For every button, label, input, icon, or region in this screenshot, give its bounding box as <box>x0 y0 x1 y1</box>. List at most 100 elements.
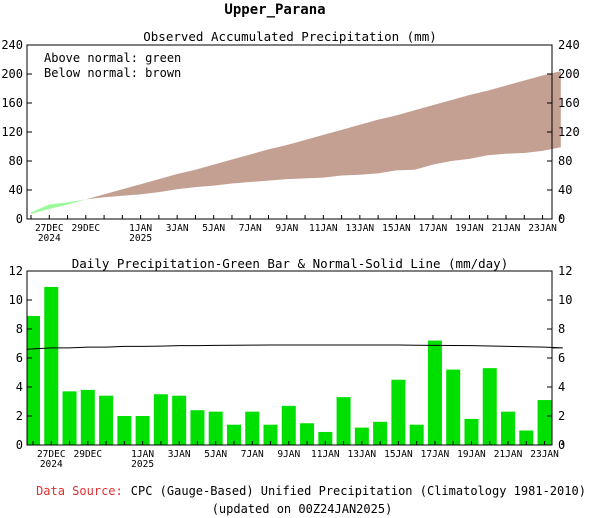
y-tick-label-left: 240 <box>1 38 23 52</box>
daily-bar <box>409 424 424 445</box>
y-tick-label-left: 10 <box>9 293 23 307</box>
x-tick-label: 19JAN <box>455 223 484 234</box>
daily-bar <box>263 424 278 445</box>
daily-bar <box>99 395 114 445</box>
daily-bar <box>44 286 59 445</box>
y-tick-label-left: 0 <box>16 438 23 452</box>
x-tick-label: 15JAN <box>384 449 413 460</box>
x-tick-label: 3JAN <box>166 223 189 234</box>
y-tick-label-right: 120 <box>558 125 580 139</box>
daily-bar <box>281 405 296 445</box>
x-tick-label: 13JAN <box>346 223 375 234</box>
legend-above-normal: Above normal: green <box>44 51 181 65</box>
y-tick-label-right: 80 <box>558 154 572 168</box>
y-tick-label-left: 0 <box>16 212 23 226</box>
x-tick-label: 29DEC <box>74 449 103 460</box>
y-tick-label-left: 40 <box>9 183 23 197</box>
y-tick-label-left: 120 <box>1 125 23 139</box>
daily-bar <box>427 340 442 445</box>
data-source-label: Data Source: <box>36 484 123 498</box>
x-tick-label: 13JAN <box>348 449 377 460</box>
x-tick-label: 5JAN <box>204 449 227 460</box>
daily-bar <box>537 400 552 445</box>
x-tick-label: 11JAN <box>311 449 340 460</box>
accumulated-chart-title: Observed Accumulated Precipitation (mm) <box>143 29 437 44</box>
footer: Data Source: CPC (Gauge-Based) Unified Pr… <box>36 484 586 516</box>
x-tick-label: 23JAN <box>528 223 557 234</box>
daily-precipitation-panel: Daily Precipitation-Green Bar & Normal-S… <box>9 256 573 470</box>
figure-title: Upper_Parana <box>224 2 325 18</box>
accumulated-precipitation-panel: Observed Accumulated Precipitation (mm) … <box>1 29 579 244</box>
daily-bar <box>153 394 168 445</box>
daily-bar <box>135 416 150 445</box>
y-tick-label-right: 12 <box>558 264 572 278</box>
y-tick-label-right: 8 <box>558 322 565 336</box>
daily-bar <box>501 411 516 445</box>
y-tick-label-left: 80 <box>9 154 23 168</box>
daily-bar <box>226 424 241 445</box>
x-tick-label: 11JAN <box>309 223 338 234</box>
y-tick-label-right: 4 <box>558 380 565 394</box>
x-tick-label: 17JAN <box>419 223 448 234</box>
daily-chart-title: Daily Precipitation-Green Bar & Normal-S… <box>72 256 509 271</box>
daily-bar <box>336 397 351 445</box>
daily-plot-area: 0 0 2 2 4 4 6 6 8 8 10 10 12 12 27DEC 2024 29DEC 1JAN 2025… <box>9 264 573 470</box>
above-normal-area <box>31 199 86 214</box>
x-tick-label: 21JAN <box>494 449 523 460</box>
below-normal-area <box>85 71 561 200</box>
daily-bar <box>464 418 479 445</box>
y-tick-label-left: 4 <box>16 380 23 394</box>
data-source-text: CPC (Gauge-Based) Unified Precipitation … <box>131 484 586 498</box>
x-tick-label: 19JAN <box>457 449 486 460</box>
daily-bar <box>482 368 497 445</box>
x-tick-label: 21JAN <box>492 223 521 234</box>
x-tick-label: 7JAN <box>241 449 264 460</box>
daily-bar <box>190 410 205 445</box>
y-tick-label-left: 2 <box>16 409 23 423</box>
y-tick-label-right: 0 <box>558 438 565 452</box>
x-tick-label: 27DEC 2024 <box>37 449 66 470</box>
y-tick-label-right: 10 <box>558 293 572 307</box>
y-tick-label-right: 200 <box>558 67 580 81</box>
y-tick-label-left: 6 <box>16 351 23 365</box>
daily-bar <box>27 315 40 445</box>
x-tick-label: 27DEC 2024 <box>35 223 64 244</box>
x-tick-label: 9JAN <box>277 449 300 460</box>
x-tick-label: 1JAN 2025 <box>131 449 154 470</box>
x-tick-label: 1JAN 2025 <box>129 223 152 244</box>
daily-bar <box>519 430 534 445</box>
daily-bar <box>62 391 77 445</box>
y-tick-label-left: 200 <box>1 67 23 81</box>
daily-bar <box>245 411 260 445</box>
daily-bar <box>117 416 132 445</box>
x-tick-label: 5JAN <box>202 223 225 234</box>
y-tick-label-right: 160 <box>558 96 580 110</box>
y-tick-label-left: 160 <box>1 96 23 110</box>
legend-below-normal: Below normal: brown <box>44 66 181 80</box>
y-tick-label-right: 240 <box>558 38 580 52</box>
normal-line <box>26 344 563 350</box>
x-tick-label: 9JAN <box>275 223 298 234</box>
x-tick-label: 7JAN <box>239 223 262 234</box>
x-tick-label: 3JAN <box>168 449 191 460</box>
daily-bar <box>208 411 223 445</box>
accumulated-plot-area: 0 0 40 40 80 80 120 120 160 160 200 200 240 240 27DEC 2… <box>1 38 579 244</box>
y-tick-label-left: 12 <box>9 264 23 278</box>
daily-bar <box>354 427 369 445</box>
y-tick-label-left: 8 <box>16 322 23 336</box>
daily-bar <box>391 379 406 445</box>
daily-bar <box>172 395 187 445</box>
y-tick-label-right: 0 <box>558 212 565 226</box>
x-tick-label: 29DEC <box>72 223 101 234</box>
daily-bar <box>300 423 315 445</box>
daily-bar <box>446 369 461 445</box>
data-source-line: Data Source: CPC (Gauge-Based) Unified Pr… <box>36 484 586 498</box>
daily-bar <box>318 431 333 445</box>
updated-text: (updated on 00Z24JAN2025) <box>212 502 393 516</box>
y-tick-label-right: 40 <box>558 183 572 197</box>
daily-bar <box>373 421 388 445</box>
x-tick-label: 23JAN <box>530 449 559 460</box>
y-tick-label-right: 2 <box>558 409 565 423</box>
x-tick-label: 15JAN <box>382 223 411 234</box>
